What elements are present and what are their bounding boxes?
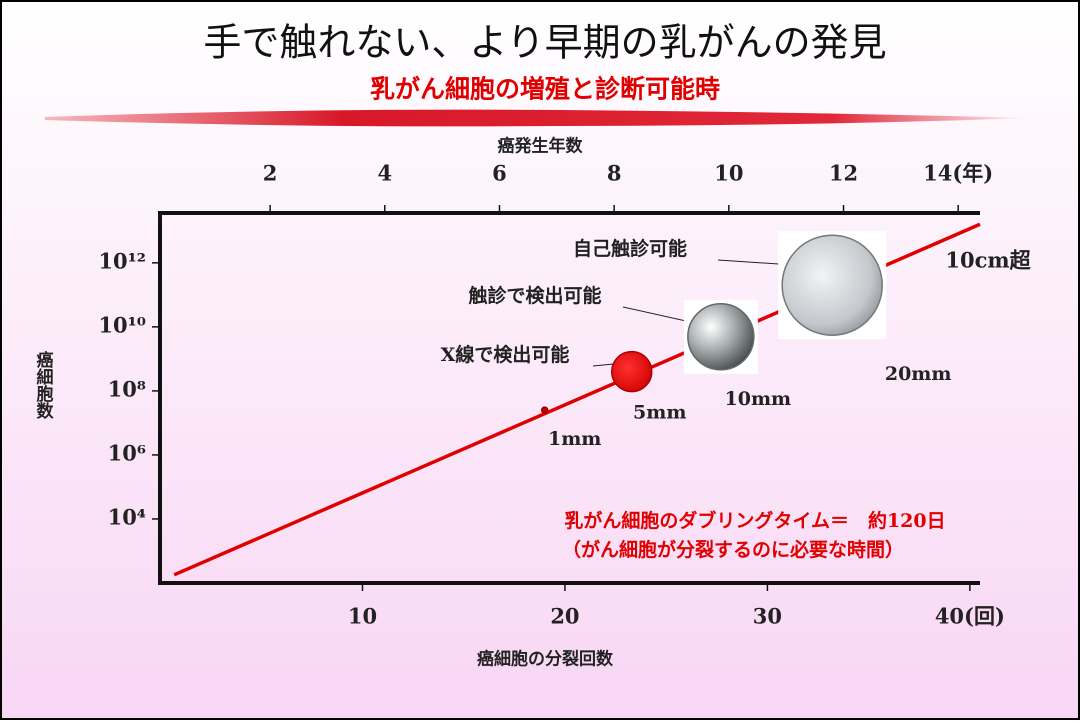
size-marker xyxy=(611,350,653,393)
annotation: 乳がん細胞のダブリングタイム＝ 約120日 xyxy=(564,509,945,532)
point-note: 触診で検出可能 xyxy=(468,284,601,307)
size-marker xyxy=(687,303,755,371)
x2-tick-label: 12 xyxy=(829,161,858,186)
y-tick-label: 10⁶ xyxy=(108,440,146,465)
subtitle: 乳がん細胞の増殖と診断可能時 xyxy=(370,75,720,104)
size-label: 20mm xyxy=(885,363,952,385)
point-note: X線で検出可能 xyxy=(441,343,570,366)
size-label: 1mm xyxy=(548,428,601,450)
x2-tick-label: 14(年) xyxy=(923,161,993,186)
x-tick-label: 10 xyxy=(348,604,377,629)
x2-tick-label: 6 xyxy=(492,161,507,186)
size-marker xyxy=(540,406,549,414)
size-label: 5mm xyxy=(633,402,686,424)
x2-tick-label: 8 xyxy=(607,161,622,186)
x-axis-label: 癌細胞の分裂回数 xyxy=(477,649,614,670)
x2-tick-label: 2 xyxy=(263,161,278,186)
y-tick-label: 10⁸ xyxy=(108,376,146,401)
x-tick-label: 40(回) xyxy=(935,604,1005,629)
x2-tick-label: 10 xyxy=(714,161,743,186)
y-axis-label: 癌細胞数 xyxy=(33,350,54,420)
x2-axis-label: 癌発生年数 xyxy=(498,136,584,157)
x2-tick-label: 4 xyxy=(377,161,392,186)
title: 手で触れない、より早期の乳がんの発見 xyxy=(203,21,886,65)
y-tick-label: 10⁴ xyxy=(108,504,146,529)
annotation: （がん細胞が分裂するのに必要な時間） xyxy=(562,538,904,561)
size-marker xyxy=(781,234,883,336)
x-tick-label: 30 xyxy=(753,604,782,629)
y-tick-label: 10¹⁰ xyxy=(98,312,146,337)
size-label: 10mm xyxy=(725,388,792,410)
y-tick-label: 10¹² xyxy=(98,248,146,273)
end-label: 10cm超 xyxy=(945,248,1031,273)
point-note: 自己触診可能 xyxy=(573,237,687,260)
brush-stroke xyxy=(45,109,1030,127)
x-tick-label: 20 xyxy=(550,604,579,629)
